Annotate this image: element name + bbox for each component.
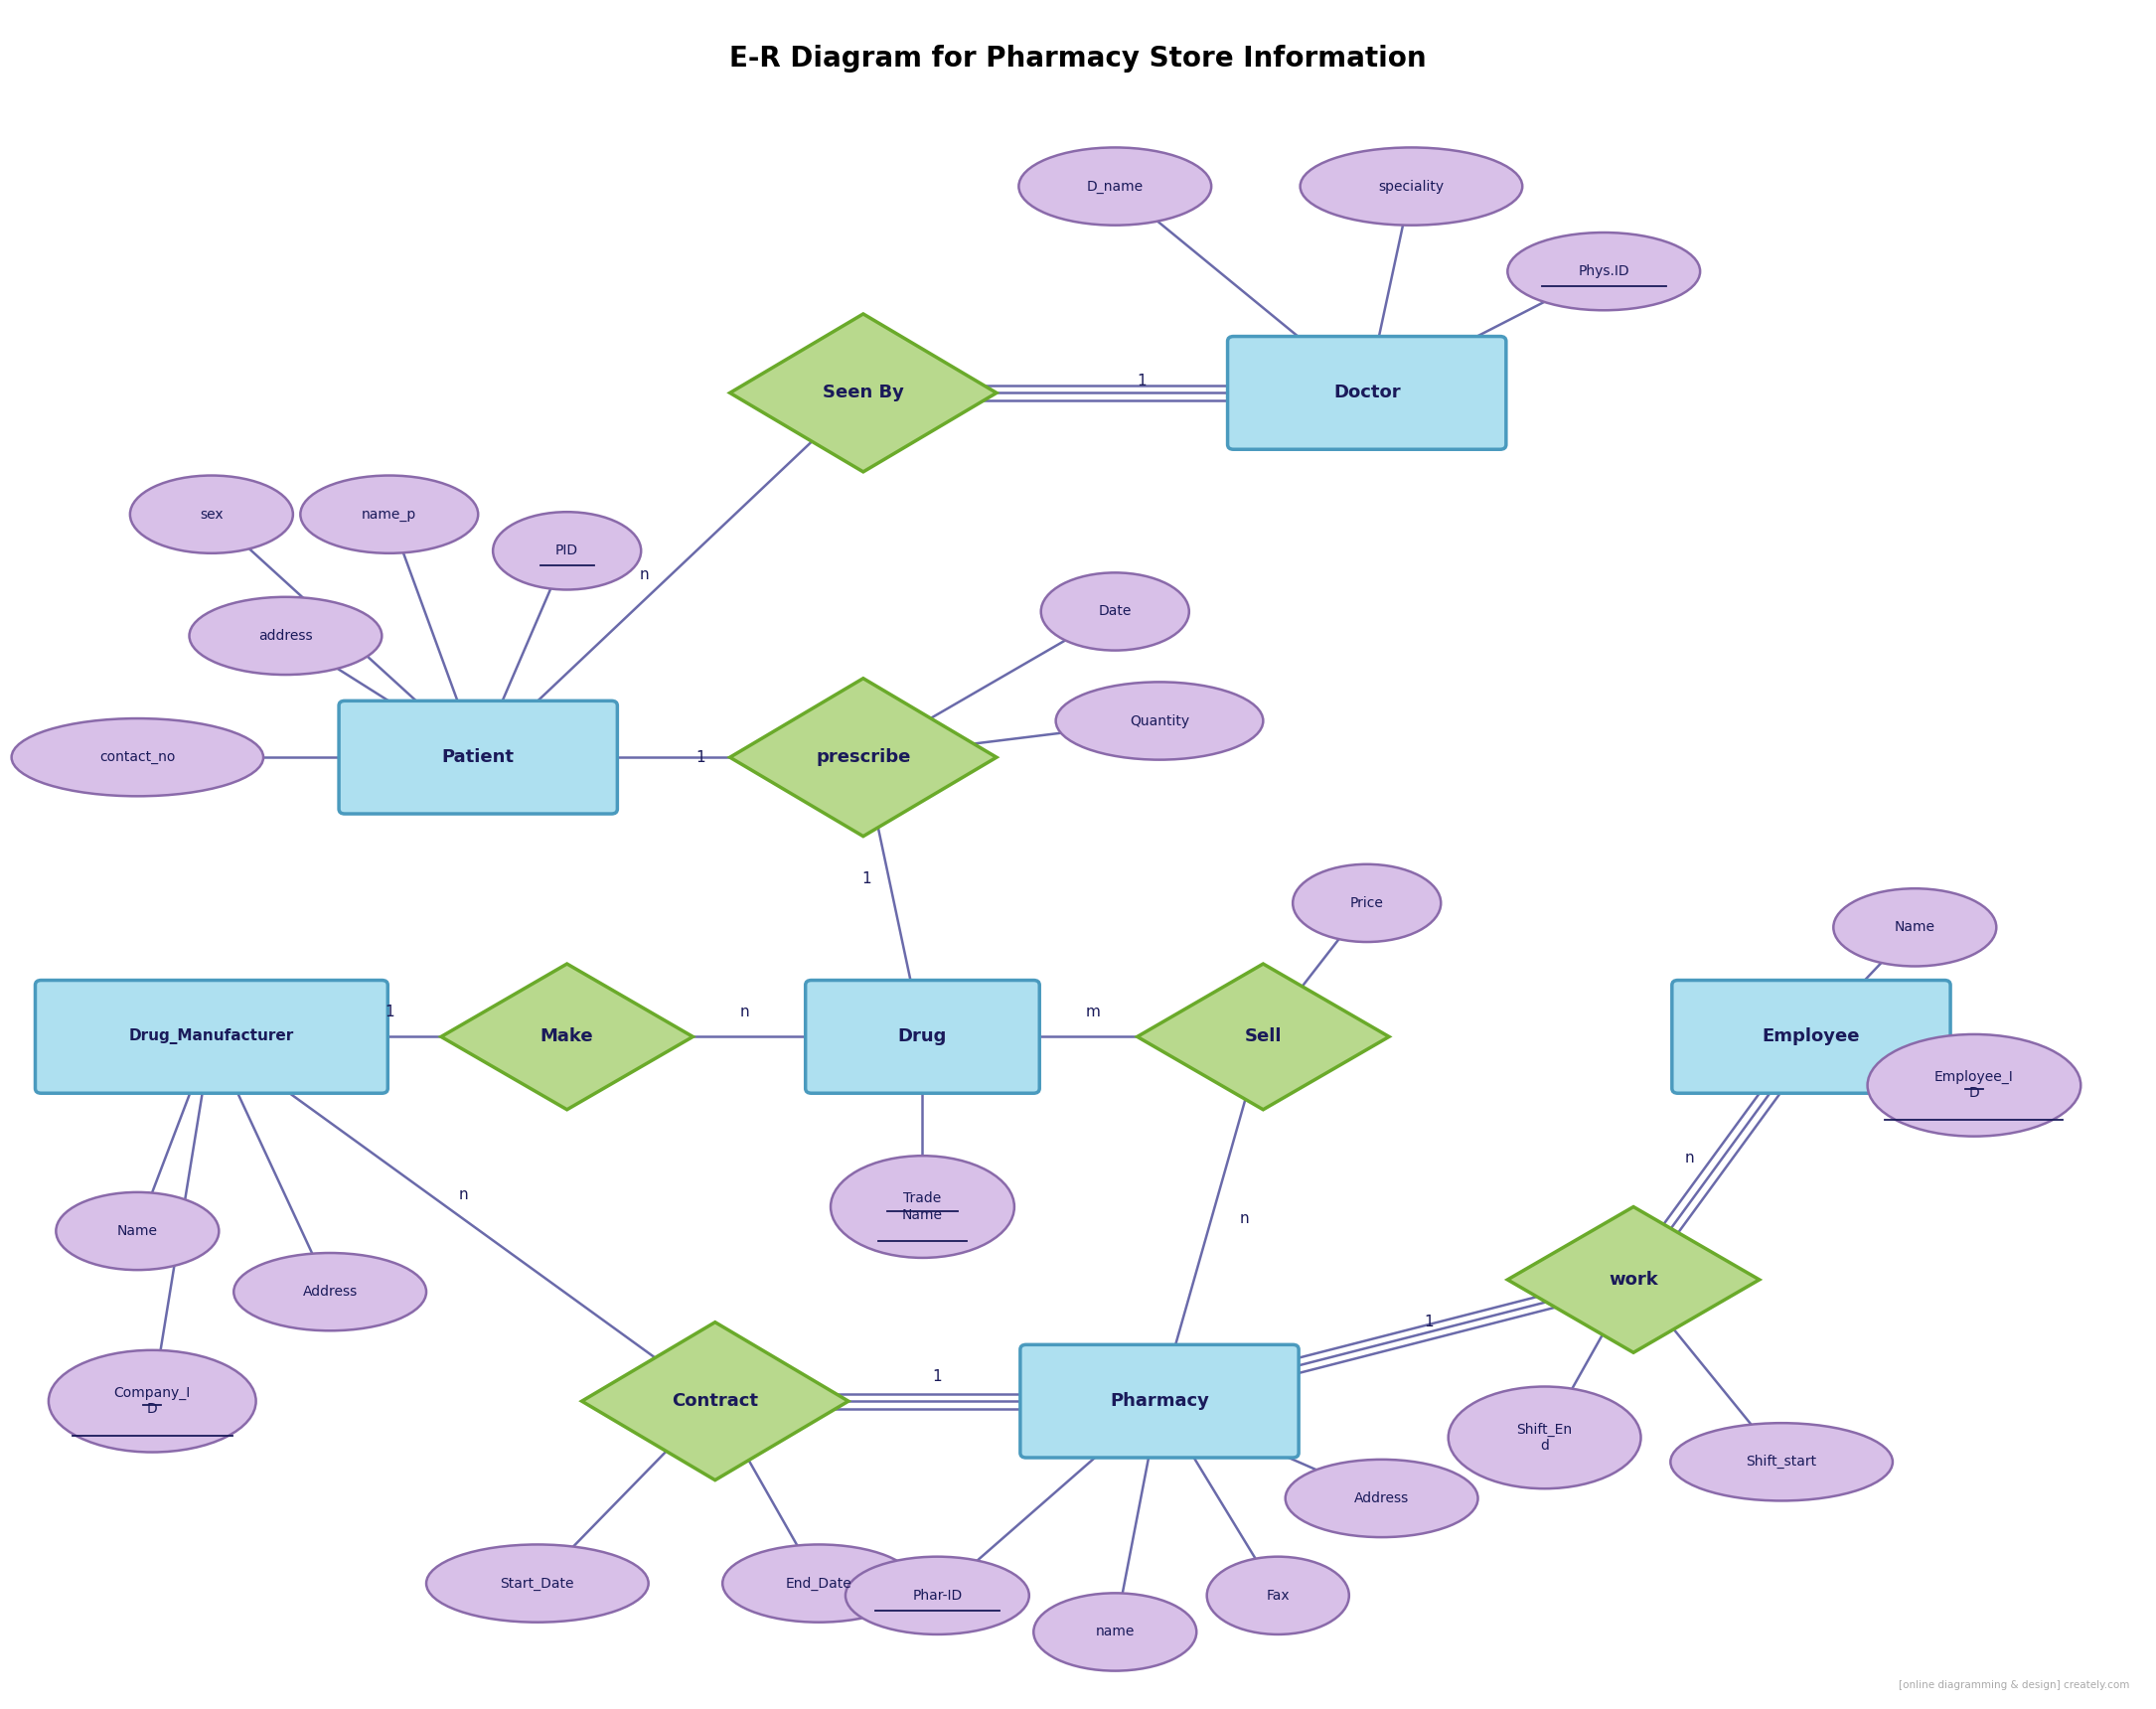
Ellipse shape	[190, 596, 382, 675]
Ellipse shape	[11, 718, 263, 796]
Text: Seen By: Seen By	[824, 385, 903, 402]
Ellipse shape	[300, 475, 479, 554]
Polygon shape	[582, 1323, 849, 1480]
Ellipse shape	[494, 513, 640, 590]
Ellipse shape	[1041, 573, 1190, 651]
Text: name_p: name_p	[362, 508, 416, 521]
Text: Drug_Manufacturer: Drug_Manufacturer	[129, 1029, 293, 1044]
Text: 1: 1	[1425, 1314, 1434, 1330]
Text: Sell: Sell	[1244, 1027, 1283, 1046]
Text: Shift_En
d: Shift_En d	[1516, 1422, 1572, 1453]
Polygon shape	[1507, 1207, 1759, 1352]
Text: Doctor: Doctor	[1332, 385, 1401, 402]
Text: Date: Date	[1097, 605, 1132, 619]
Text: [online diagramming & design] creately.com: [online diagramming & design] creately.c…	[1899, 1680, 2130, 1690]
Polygon shape	[1136, 964, 1388, 1109]
Ellipse shape	[845, 1557, 1028, 1634]
Text: n: n	[740, 1005, 750, 1020]
Text: m: m	[1084, 1005, 1100, 1020]
FancyBboxPatch shape	[34, 981, 388, 1094]
Ellipse shape	[129, 475, 293, 554]
Text: PID: PID	[556, 543, 578, 557]
Polygon shape	[731, 678, 996, 836]
Text: name: name	[1095, 1625, 1134, 1639]
Text: 1: 1	[1136, 373, 1147, 388]
Text: prescribe: prescribe	[815, 749, 910, 766]
Text: Shift_start: Shift_start	[1746, 1454, 1818, 1470]
Text: Company_I
D: Company_I D	[114, 1386, 190, 1417]
Ellipse shape	[1294, 865, 1440, 942]
Text: Phys.ID: Phys.ID	[1578, 265, 1630, 279]
Text: E-R Diagram for Pharmacy Store Information: E-R Diagram for Pharmacy Store Informati…	[729, 44, 1427, 73]
FancyBboxPatch shape	[806, 981, 1039, 1094]
Text: 1: 1	[696, 750, 705, 764]
Ellipse shape	[1033, 1593, 1197, 1671]
Ellipse shape	[1507, 232, 1701, 311]
Text: speciality: speciality	[1378, 179, 1445, 193]
Text: Name: Name	[1895, 921, 1936, 935]
Text: n: n	[459, 1188, 468, 1201]
Text: End_Date: End_Date	[785, 1576, 852, 1591]
Ellipse shape	[1207, 1557, 1350, 1634]
Ellipse shape	[56, 1193, 220, 1270]
Text: Start_Date: Start_Date	[500, 1576, 573, 1591]
Text: 1: 1	[934, 1369, 942, 1384]
Text: Contract: Contract	[673, 1393, 759, 1410]
Text: n: n	[638, 567, 649, 583]
Text: Pharmacy: Pharmacy	[1110, 1393, 1210, 1410]
Ellipse shape	[50, 1350, 257, 1453]
Text: Price: Price	[1350, 896, 1384, 911]
Text: 1: 1	[862, 872, 871, 887]
Ellipse shape	[1285, 1459, 1477, 1536]
Text: n: n	[1240, 1212, 1248, 1227]
FancyBboxPatch shape	[338, 701, 617, 813]
Ellipse shape	[1449, 1386, 1641, 1489]
Ellipse shape	[1020, 147, 1212, 226]
Text: contact_no: contact_no	[99, 750, 175, 764]
Text: D_name: D_name	[1087, 179, 1143, 193]
Text: Phar-ID: Phar-ID	[912, 1589, 962, 1603]
Text: address: address	[259, 629, 313, 643]
Ellipse shape	[1833, 889, 1996, 966]
Text: Fax: Fax	[1266, 1589, 1289, 1603]
Polygon shape	[731, 314, 996, 472]
Ellipse shape	[1056, 682, 1263, 761]
FancyBboxPatch shape	[1227, 337, 1507, 449]
Text: Patient: Patient	[442, 749, 515, 766]
Ellipse shape	[233, 1253, 427, 1331]
Text: Make: Make	[541, 1027, 593, 1046]
FancyBboxPatch shape	[1020, 1345, 1298, 1458]
Ellipse shape	[830, 1155, 1013, 1258]
Text: sex: sex	[201, 508, 224, 521]
Ellipse shape	[1300, 147, 1522, 226]
Text: Quantity: Quantity	[1130, 714, 1190, 728]
Text: n: n	[1686, 1150, 1695, 1166]
Text: Address: Address	[1354, 1492, 1410, 1506]
Polygon shape	[442, 964, 692, 1109]
Text: Drug: Drug	[897, 1027, 946, 1046]
Ellipse shape	[1867, 1034, 2081, 1136]
Text: Address: Address	[302, 1285, 358, 1299]
Text: Name: Name	[116, 1224, 157, 1237]
Text: 1: 1	[384, 1005, 395, 1020]
Ellipse shape	[722, 1545, 914, 1622]
Ellipse shape	[1671, 1424, 1893, 1501]
Text: Trade
Name: Trade Name	[901, 1191, 942, 1222]
Text: work: work	[1608, 1271, 1658, 1289]
Text: Employee_I
D: Employee_I D	[1934, 1070, 2014, 1101]
FancyBboxPatch shape	[1671, 981, 1951, 1094]
Ellipse shape	[427, 1545, 649, 1622]
Text: Employee: Employee	[1761, 1027, 1861, 1046]
